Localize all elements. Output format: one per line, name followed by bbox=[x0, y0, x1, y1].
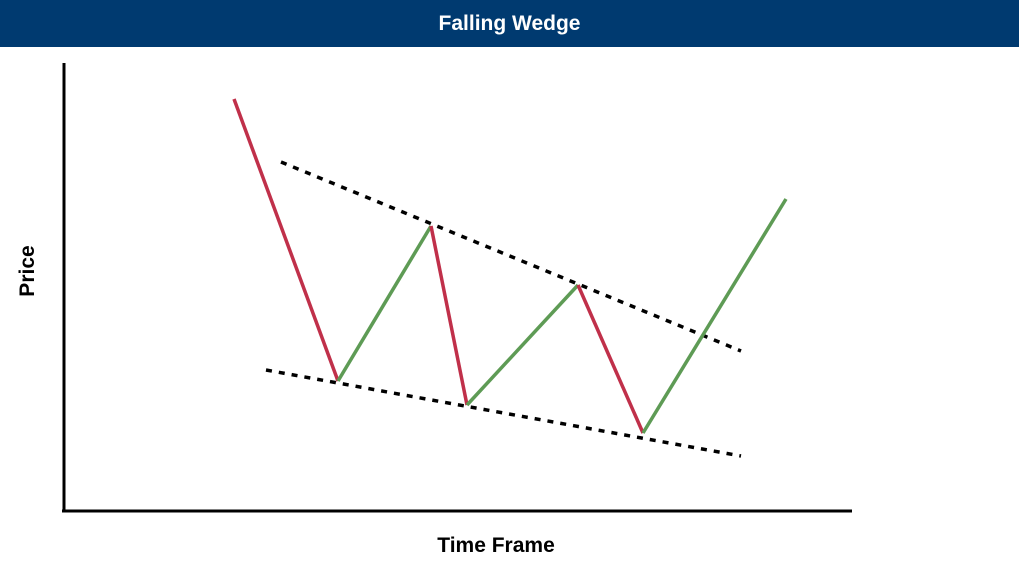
price-segment-up bbox=[336, 225, 433, 382]
price-segment-down bbox=[429, 225, 469, 406]
lower-trendline bbox=[265, 368, 742, 458]
y-axis-label: Price bbox=[16, 245, 39, 296]
price-segment-up bbox=[465, 283, 580, 407]
title-bar: Falling Wedge bbox=[0, 0, 1019, 47]
diagram-title: Falling Wedge bbox=[438, 11, 581, 35]
price-segment-down bbox=[576, 284, 645, 434]
price-segment-up bbox=[641, 198, 788, 434]
x-axis-label: Time Frame bbox=[437, 534, 555, 557]
upper-trendline bbox=[280, 160, 742, 353]
price-segment-down bbox=[232, 98, 340, 382]
